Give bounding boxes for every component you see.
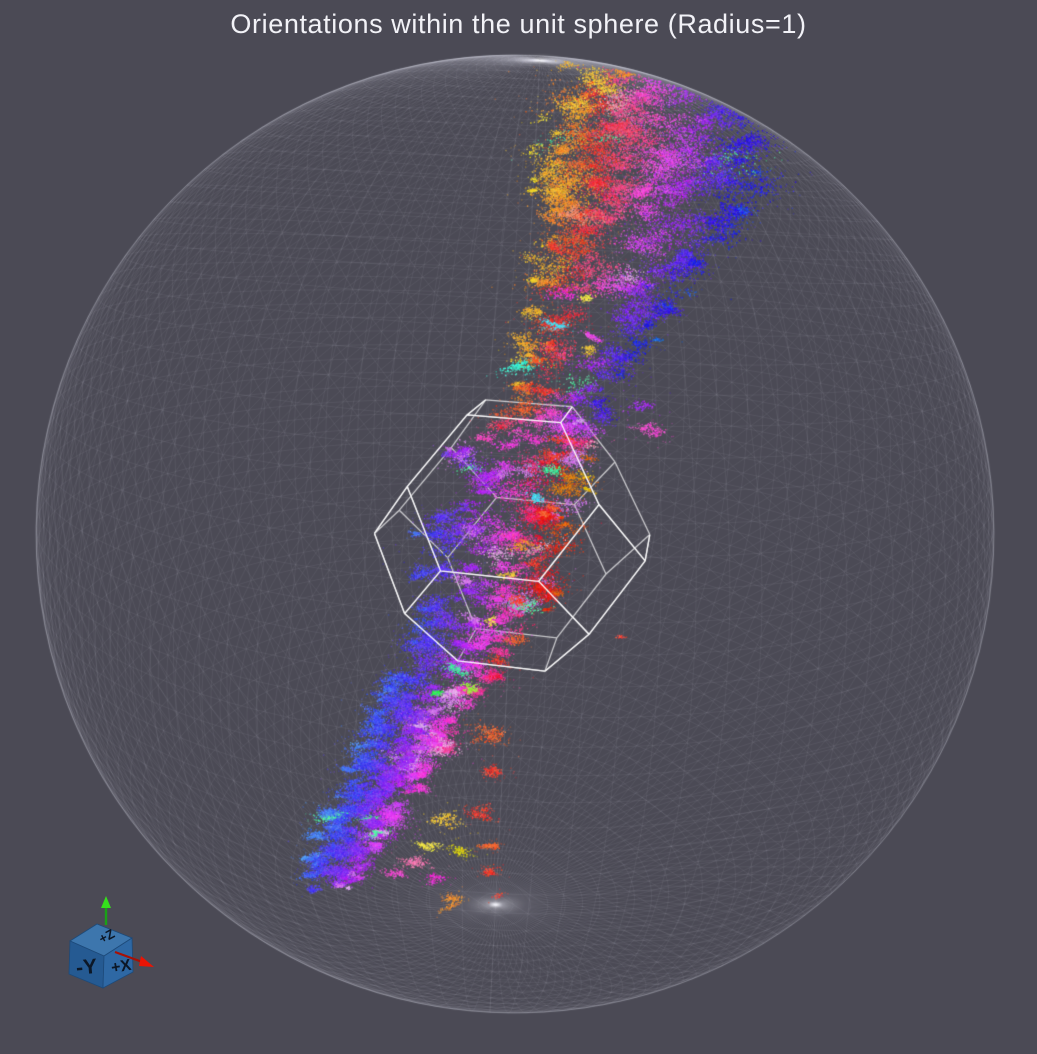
axis-label-left: -Y [75,955,98,980]
x-axis-arrow-icon [114,950,154,967]
axis-label-right: +X [110,957,133,977]
cube-right-face [102,937,134,989]
z-axis-arrow-icon [101,896,111,925]
axis-label-top: +Z [96,926,117,947]
plot-title: Orientations within the unit sphere (Rad… [230,9,807,39]
orientation-axes-widget[interactable]: +Z -Y +X [55,890,165,995]
